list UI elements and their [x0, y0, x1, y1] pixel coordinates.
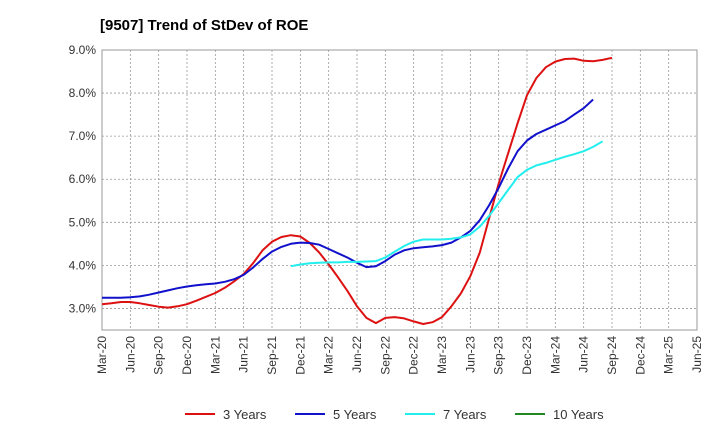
x-tick-label: Mar-24 [548, 336, 562, 374]
legend-label: 3 Years [223, 407, 267, 422]
x-tick-label: Mar-22 [322, 336, 336, 374]
legend-label: 7 Years [443, 407, 487, 422]
chart-title: [9507] Trend of StDev of ROE [100, 17, 308, 34]
y-tick-label: 7.0% [69, 129, 97, 143]
x-tick-label: Dec-21 [293, 336, 307, 375]
x-tick-label: Jun-20 [123, 336, 137, 373]
y-tick-label: 9.0% [69, 43, 97, 57]
x-tick-label: Dec-23 [520, 336, 534, 375]
x-tick-label: Mar-25 [662, 336, 676, 374]
legend-label: 5 Years [333, 407, 377, 422]
grid [102, 50, 697, 330]
x-tick-label: Jun-22 [350, 336, 364, 373]
legend: 3 Years 5 Years 7 Years 10 Years [185, 407, 604, 422]
x-tick-label: Jun-24 [577, 336, 591, 373]
x-tick-label: Dec-22 [407, 336, 421, 375]
plot-area [101, 49, 698, 331]
y-tick-label: 4.0% [69, 258, 97, 272]
x-tick-label: Sep-20 [152, 336, 166, 375]
x-tick-label: Dec-24 [633, 336, 647, 375]
x-tick-label: Mar-21 [208, 336, 222, 374]
x-tick-label: Mar-20 [95, 336, 109, 374]
y-tick-label: 6.0% [69, 172, 97, 186]
x-tick-label: Jun-21 [237, 336, 251, 373]
y-tick-label: 3.0% [69, 301, 97, 315]
y-tick-label: 8.0% [69, 86, 97, 100]
legend-label: 10 Years [553, 407, 604, 422]
series-line-7-years [290, 140, 604, 268]
series-line-3-years [101, 56, 613, 325]
x-axis-ticks: Mar-20 Jun-20 Sep-20 Dec-20 Mar-21 Jun-21 Sep-… [95, 336, 704, 375]
series-lines [101, 56, 613, 325]
x-tick-label: Sep-22 [378, 336, 392, 375]
x-tick-label: Jun-25 [690, 336, 704, 373]
x-tick-label: Jun-23 [463, 336, 477, 373]
x-tick-label: Sep-21 [265, 336, 279, 375]
y-axis-ticks: 3.0% 4.0% 5.0% 6.0% 7.0% 8.0% 9.0% [69, 43, 97, 315]
x-tick-label: Mar-23 [435, 336, 449, 374]
x-tick-label: Sep-24 [605, 336, 619, 375]
series-line-5-years [102, 98, 594, 299]
x-tick-label: Dec-20 [180, 336, 194, 375]
x-tick-label: Sep-23 [492, 336, 506, 375]
y-tick-label: 5.0% [69, 215, 97, 229]
